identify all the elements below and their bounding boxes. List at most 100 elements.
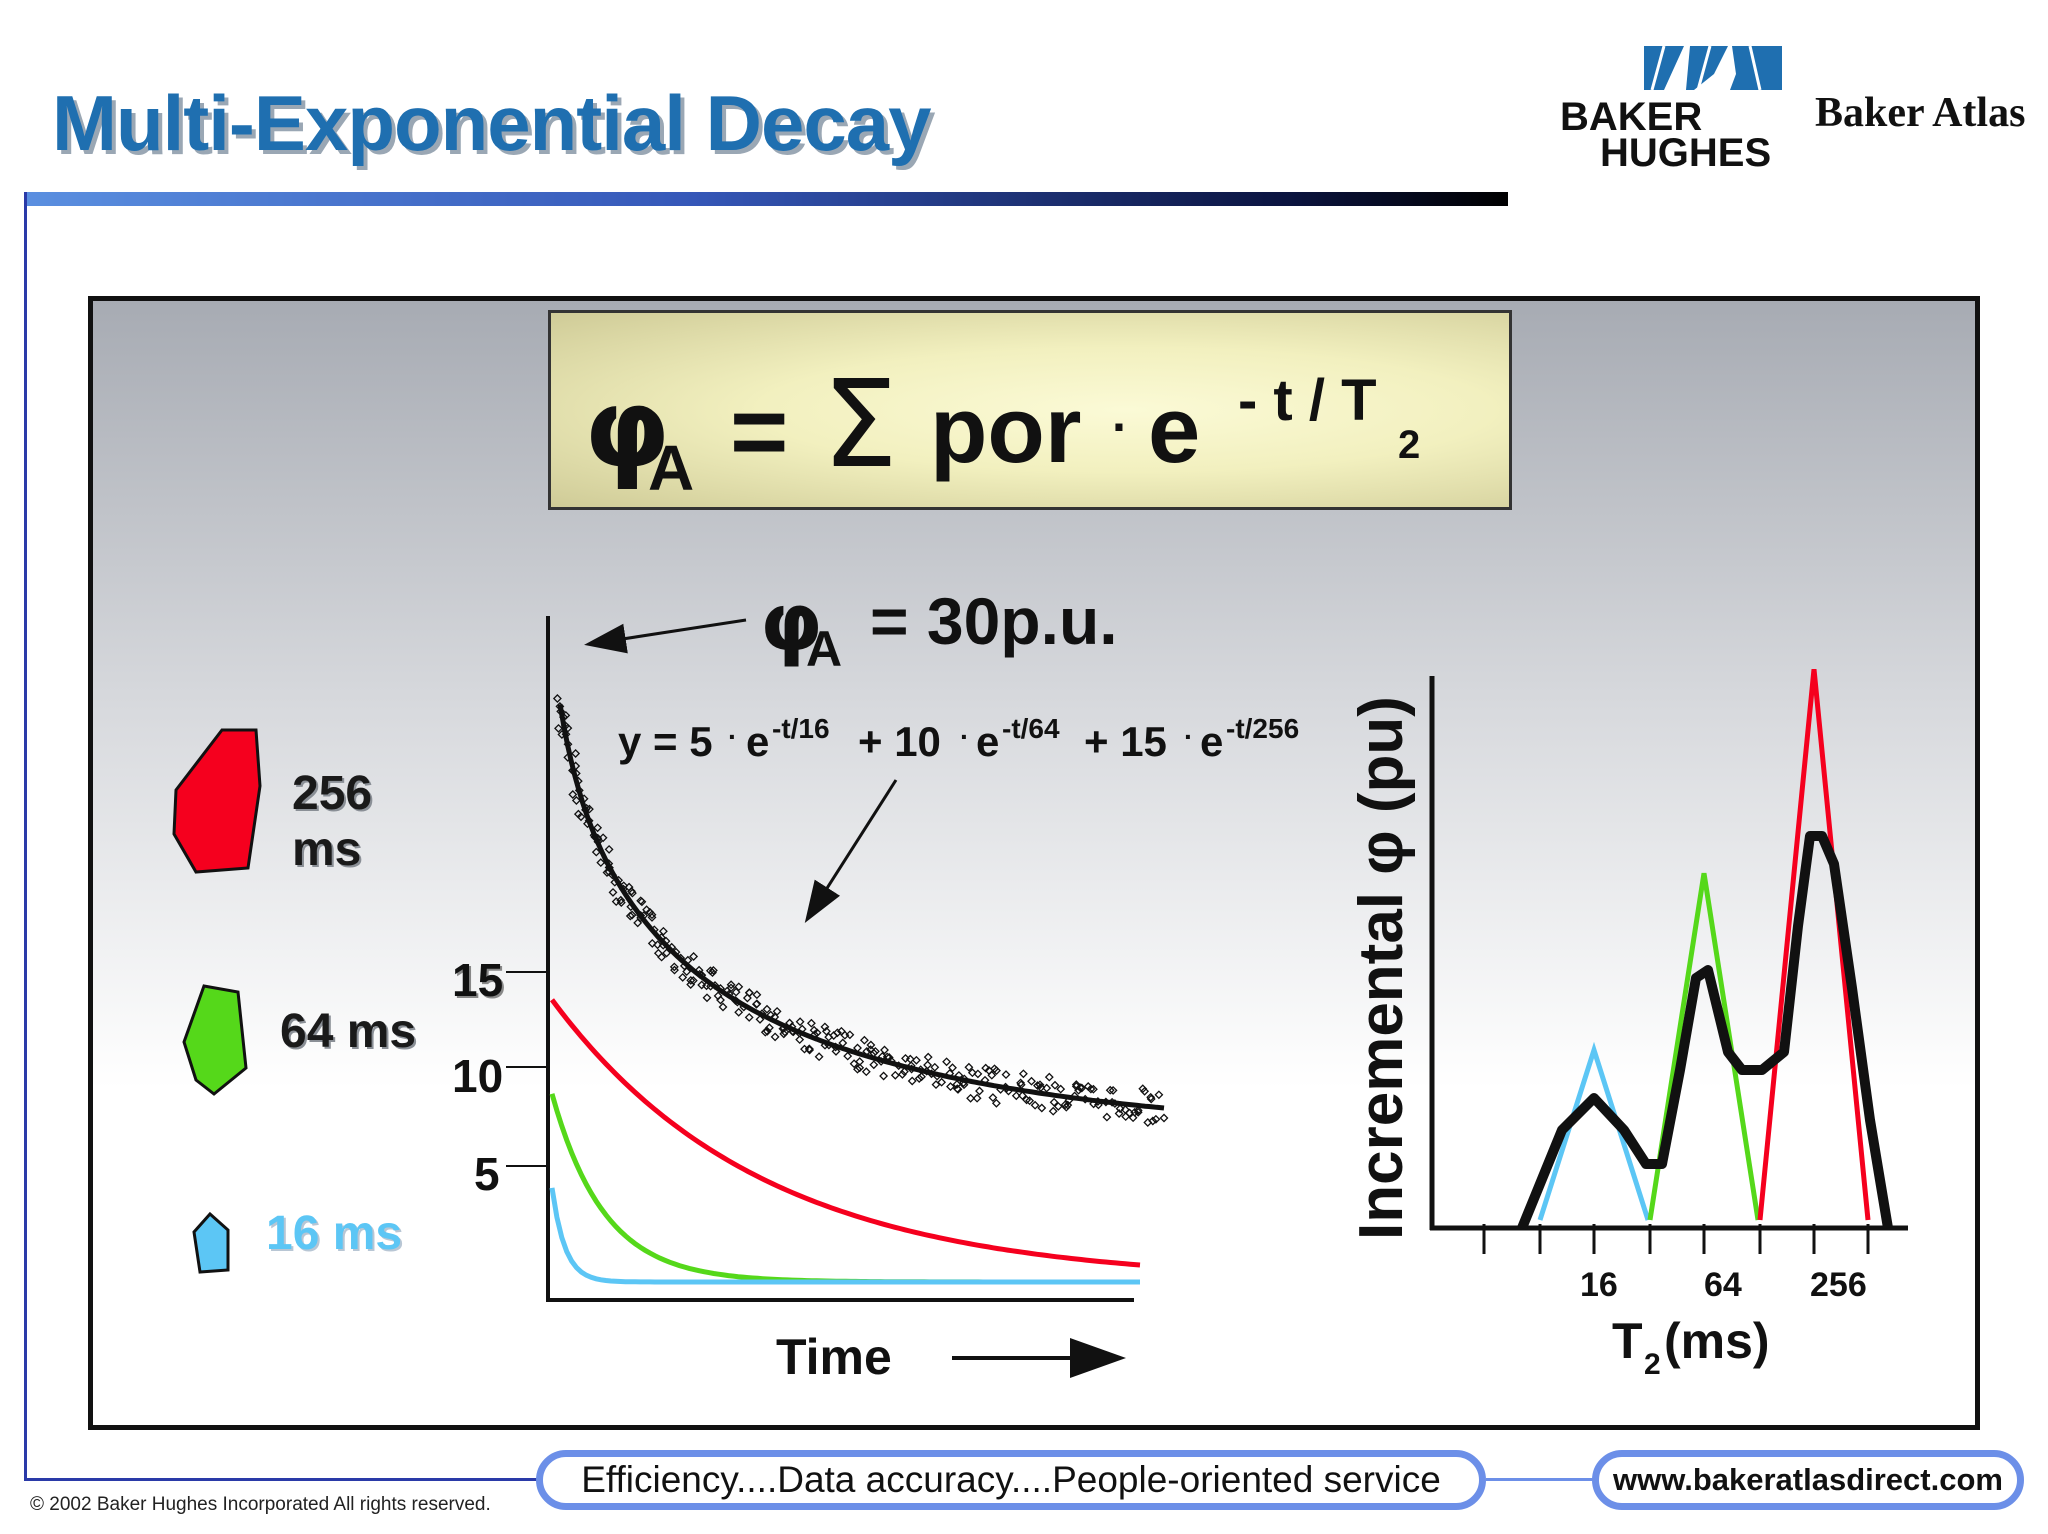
echo-point bbox=[596, 858, 606, 868]
fit-eq-plus2: + 15 bbox=[1084, 718, 1167, 765]
echo-point bbox=[1001, 1070, 1011, 1080]
echo-point bbox=[608, 887, 618, 897]
t2-sum-curve bbox=[1517, 831, 1893, 1230]
echo-point bbox=[708, 965, 718, 975]
formula-exponent: - t / T bbox=[1238, 368, 1377, 433]
echo-point bbox=[1154, 1090, 1164, 1100]
echo-point bbox=[840, 1030, 850, 1040]
formula-sum: Σ bbox=[822, 356, 898, 495]
website-link[interactable]: www.bakeratlasdirect.com bbox=[1592, 1450, 2024, 1510]
echo-point bbox=[870, 1046, 880, 1056]
echo-point bbox=[988, 1093, 998, 1103]
echo-point bbox=[554, 723, 563, 733]
echo-point bbox=[992, 1066, 1001, 1076]
echo-point bbox=[1086, 1084, 1096, 1094]
echo-point bbox=[779, 1029, 789, 1039]
fit-eq-e3: e bbox=[1200, 718, 1223, 765]
echo-point bbox=[752, 999, 762, 1009]
echo-point bbox=[882, 1052, 892, 1062]
echo-point bbox=[1050, 1080, 1060, 1090]
fit-eq-e1: e bbox=[746, 718, 769, 765]
legend-256-label: 256 ms bbox=[292, 766, 372, 878]
echo-point bbox=[688, 976, 698, 986]
echo-point bbox=[1017, 1091, 1027, 1101]
echo-point bbox=[760, 1027, 770, 1037]
echo-point bbox=[948, 1063, 957, 1073]
echo-point bbox=[1053, 1101, 1063, 1111]
echo-point bbox=[662, 948, 672, 958]
echo-point bbox=[953, 1084, 963, 1094]
echo-point bbox=[972, 1093, 982, 1103]
echo-point bbox=[744, 1012, 754, 1022]
echo-point bbox=[1035, 1080, 1045, 1090]
porosity-formula: φ A = Σ por · e - t / T 2 bbox=[584, 356, 1420, 504]
echo-point bbox=[931, 1080, 941, 1090]
echo-point bbox=[689, 952, 699, 961]
echo-point bbox=[1075, 1083, 1085, 1093]
echo-point bbox=[1146, 1094, 1156, 1104]
echo-point bbox=[838, 1038, 848, 1048]
legend-16-label: 16 ms bbox=[266, 1207, 403, 1260]
echo-point bbox=[804, 1044, 814, 1054]
echo-point bbox=[726, 983, 736, 993]
t2-tick-label-64: 64 bbox=[1704, 1266, 1742, 1304]
echo-point bbox=[642, 905, 652, 915]
echo-point bbox=[1011, 1091, 1021, 1101]
echo-point bbox=[716, 995, 725, 1005]
echo-point bbox=[670, 965, 679, 975]
formula-dot: · bbox=[1112, 399, 1129, 455]
echo-point bbox=[959, 1080, 969, 1090]
echo-point bbox=[832, 1028, 842, 1038]
legend-256-shape-icon bbox=[172, 728, 262, 874]
legend-16-shape-icon bbox=[192, 1211, 230, 1274]
echo-point bbox=[880, 1045, 889, 1055]
echo-point bbox=[806, 1018, 816, 1028]
echo-point bbox=[821, 1026, 831, 1036]
fit-curve bbox=[557, 703, 1165, 1111]
echo-point bbox=[571, 796, 581, 805]
echo-point bbox=[1140, 1086, 1150, 1096]
bottom-border-line bbox=[24, 1478, 554, 1481]
echo-point bbox=[843, 1051, 853, 1061]
echo-point bbox=[552, 694, 562, 703]
phi-a-sub: A bbox=[806, 621, 842, 677]
echo-point bbox=[598, 833, 608, 843]
echo-point bbox=[734, 1007, 744, 1017]
echo-point bbox=[1133, 1105, 1143, 1115]
echo-point bbox=[1044, 1072, 1054, 1082]
legend-64-label: 64 ms bbox=[280, 1005, 417, 1058]
component-curve-16 bbox=[549, 1187, 1140, 1285]
echo-point bbox=[593, 823, 603, 833]
echo-point bbox=[627, 888, 637, 898]
echo-point bbox=[991, 1098, 1001, 1108]
echo-point bbox=[731, 987, 741, 997]
echo-point bbox=[678, 972, 688, 982]
echo-point bbox=[975, 1086, 984, 1096]
echo-point bbox=[752, 990, 762, 1000]
echo-point bbox=[734, 982, 744, 992]
echo-point bbox=[772, 1006, 782, 1016]
echo-point bbox=[1102, 1112, 1112, 1122]
echo-point bbox=[897, 1069, 907, 1079]
echo-point bbox=[890, 1070, 900, 1080]
echo-point bbox=[1061, 1102, 1071, 1112]
t2-component-peaks bbox=[1537, 668, 1871, 1221]
legend-256-label-line1: 256 bbox=[292, 767, 373, 820]
time-axis-label: Time bbox=[776, 1329, 892, 1385]
fit-eq-exp2: -t/64 bbox=[1002, 713, 1060, 744]
t2-peak-256 bbox=[1757, 668, 1871, 1221]
echo-point bbox=[1077, 1083, 1087, 1093]
echo-point bbox=[861, 1067, 871, 1077]
echo-point bbox=[942, 1057, 952, 1067]
title-underline bbox=[26, 192, 1508, 206]
echo-point bbox=[845, 1030, 855, 1040]
echo-point bbox=[568, 790, 578, 799]
formula-phi-sub: A bbox=[648, 432, 694, 504]
echo-point bbox=[923, 1052, 933, 1062]
echo-point bbox=[914, 1074, 924, 1083]
echo-point bbox=[1018, 1069, 1028, 1079]
t2-peak-64 bbox=[1647, 872, 1761, 1221]
echo-point bbox=[930, 1062, 940, 1072]
decay-chart: 15 10 5 Time φ A = 30p.u. y = 5 · e -t/1… bbox=[452, 576, 1299, 1385]
